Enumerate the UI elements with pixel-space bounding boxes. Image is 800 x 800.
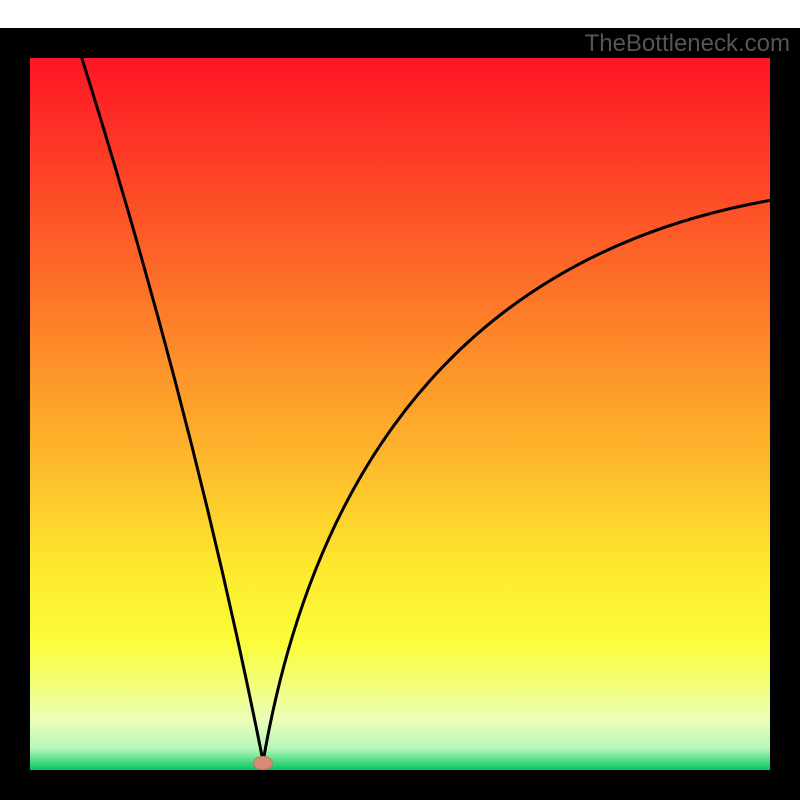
- watermark-text: TheBottleneck.com: [585, 30, 790, 58]
- bottleneck-curve: [30, 58, 770, 770]
- plot-area: [30, 58, 770, 770]
- chart-frame: TheBottleneck.com: [0, 28, 800, 800]
- minimum-marker: [253, 756, 273, 770]
